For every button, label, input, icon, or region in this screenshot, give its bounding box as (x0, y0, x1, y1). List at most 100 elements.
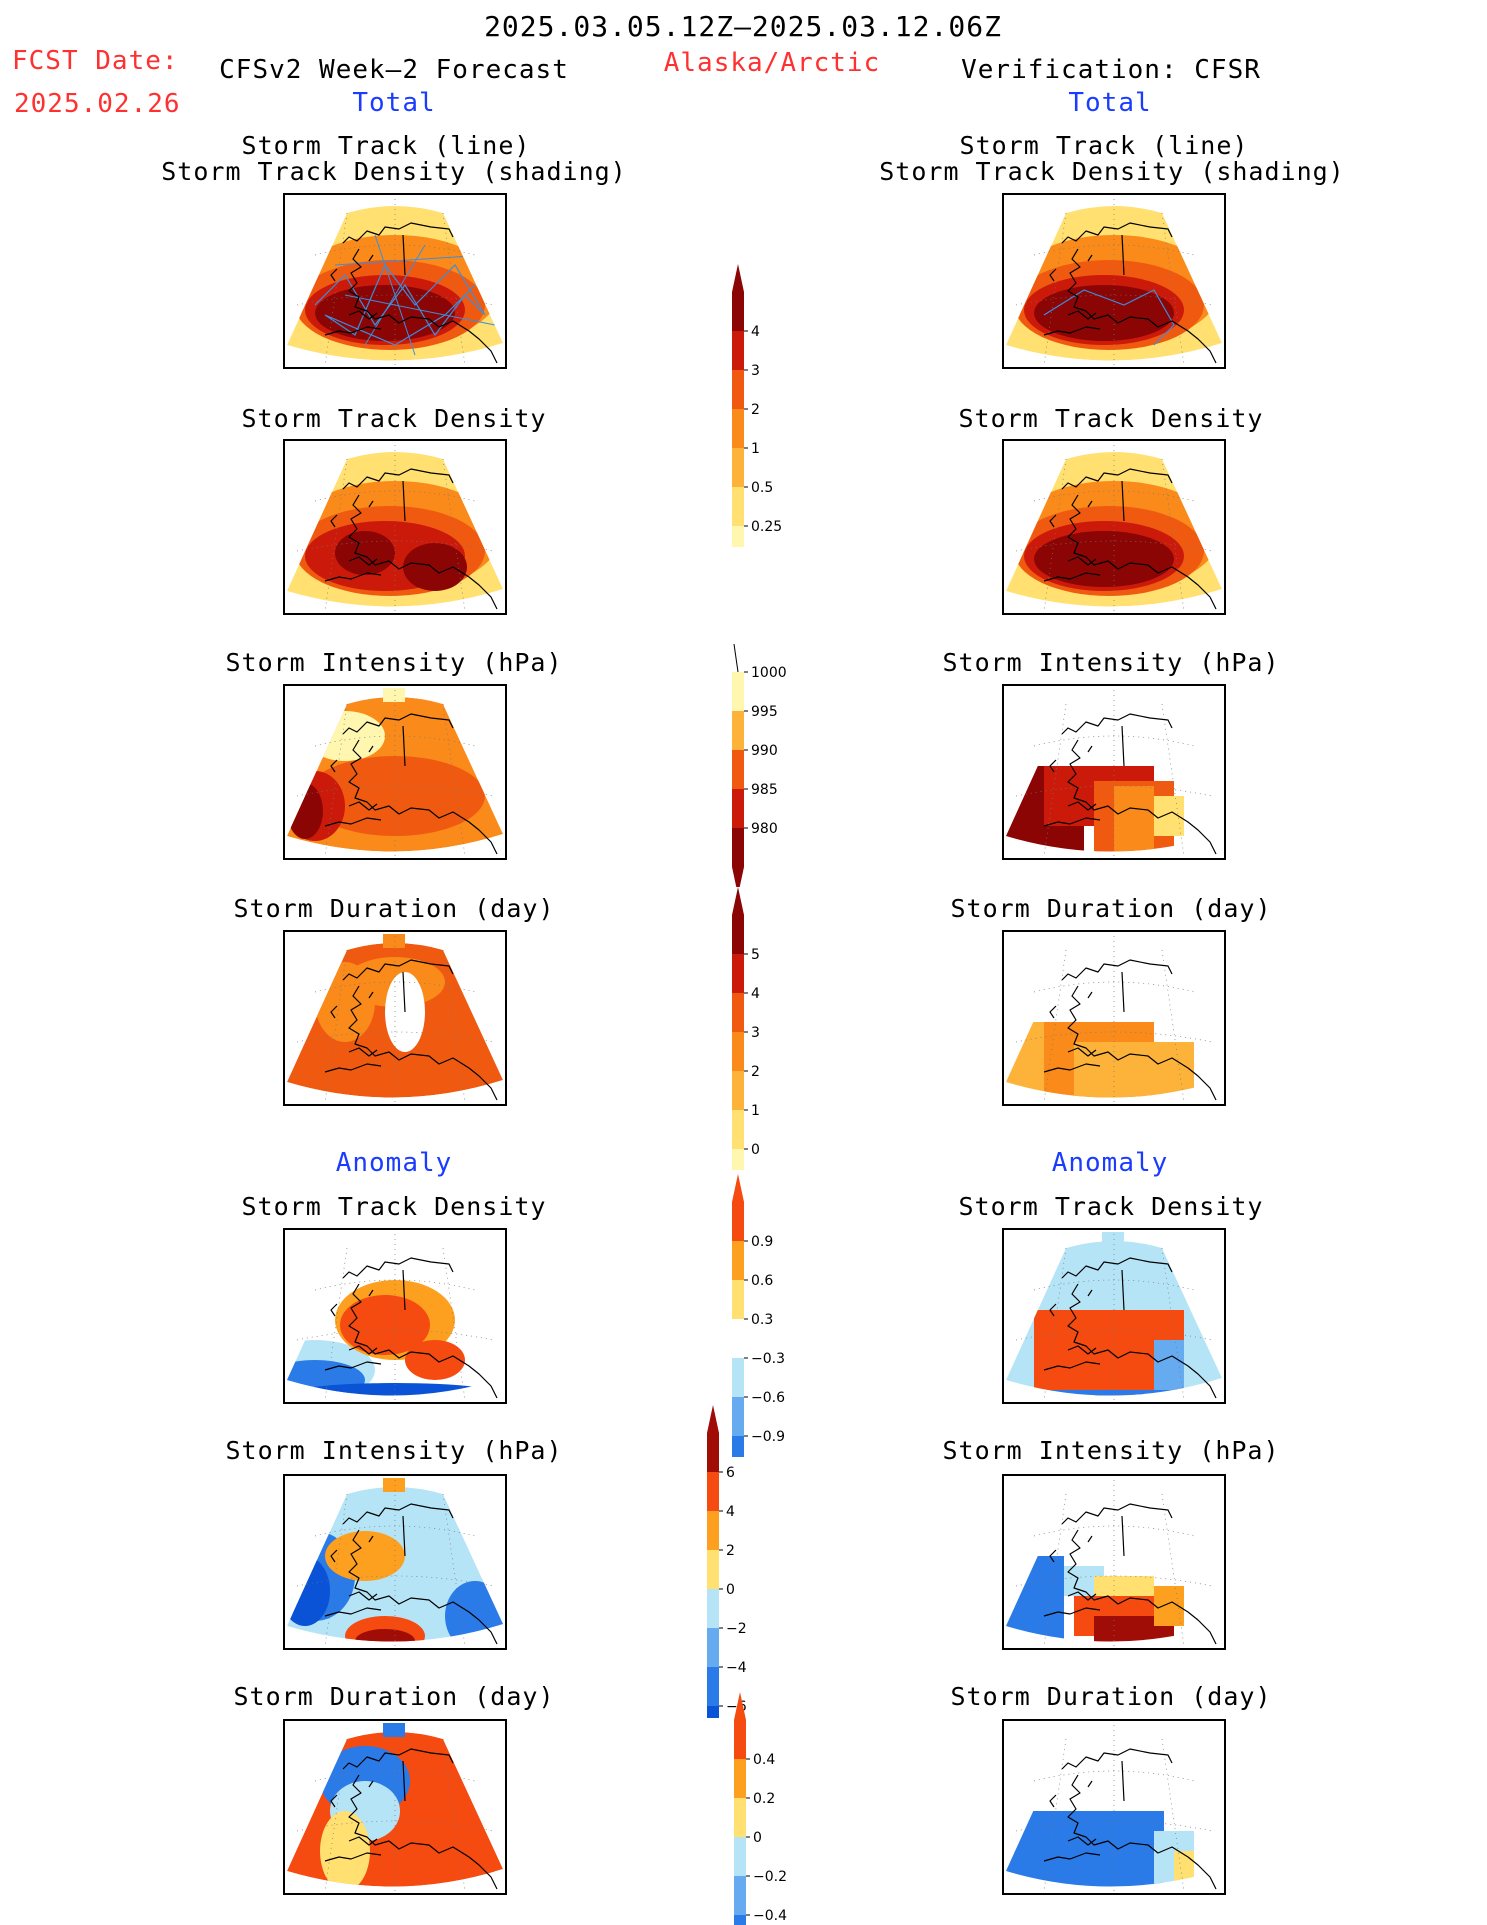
colorbar-intensity-arrow-bottom (732, 867, 744, 887)
colorbar-intensity: 1000 995 990 985 980 (732, 643, 787, 887)
colorbar-anom-duration-swatch (734, 1798, 746, 1837)
colorbar-anom-duration-swatch (734, 1720, 746, 1759)
colorbar-duration-swatch (732, 1071, 744, 1110)
region-label: Alaska/Arctic (663, 48, 881, 78)
map-verif-density-total (1002, 439, 1226, 615)
colorbar-anom-density-swatch (732, 1319, 744, 1358)
map-fcst-duration-total (283, 930, 507, 1106)
map-verif-duration-total (1002, 930, 1226, 1106)
title-intensity-left: Storm Intensity (hPa) (225, 648, 563, 677)
colorbar-anom-intensity-swatch (707, 1667, 719, 1706)
colorbar-duration: 5 4 3 2 1 0 (732, 887, 760, 1170)
map-verif-duration-anomaly (1002, 1719, 1226, 1895)
colorbar-anom-intensity-swatch (707, 1472, 719, 1511)
colorbar-intensity-tick-label: 1000 (751, 665, 787, 681)
colorbar-density-swatch (732, 370, 744, 409)
colorbar-anom-intensity-tick-label: 2 (726, 1543, 735, 1559)
colorbar-density-tick-label: 0.5 (751, 480, 773, 496)
colorbar-duration-swatch (732, 954, 744, 993)
colorbar-anom-density-swatch (732, 1202, 744, 1241)
colorbar-duration-tick-label: 0 (751, 1142, 760, 1158)
title-intensity-right: Storm Intensity (hPa) (942, 648, 1280, 677)
title-anom-density-left: Storm Track Density (241, 1192, 547, 1221)
title-anom-density-right: Storm Track Density (958, 1192, 1264, 1221)
colorbar-anom-density-tick-label: 0.3 (751, 1312, 773, 1328)
colorbar-intensity-swatch (732, 711, 744, 750)
colorbar-anom-intensity-swatch (707, 1706, 719, 1718)
map-fcst-density-total (283, 439, 507, 615)
colorbar-anom-density-swatch (732, 1436, 744, 1457)
colorbar-density-tick-label: 2 (751, 402, 760, 418)
map-fcst-intensity-total (283, 684, 507, 860)
colorbar-anom-intensity-tick-label: −4 (726, 1660, 747, 1676)
colorbar-anom-intensity-swatch (707, 1550, 719, 1589)
colorbar-anom-duration-swatch (734, 1915, 746, 1925)
colorbar-intensity-swatch (732, 672, 744, 711)
colorbar-intensity-swatch (732, 750, 744, 789)
colorbar-anom-duration-swatch (734, 1876, 746, 1915)
colorbar-density-swatch (732, 409, 744, 448)
fcst-date-value: 2025.02.26 (14, 89, 181, 119)
colorbar-anom-duration-tick-label: −0.2 (753, 1869, 787, 1885)
map-verif-intensity-total (1002, 684, 1226, 860)
title-duration-right: Storm Duration (day) (950, 894, 1272, 923)
colorbar-anom-density-arrow-top (732, 1174, 744, 1202)
title-density-left: Storm Track Density (241, 404, 547, 433)
colorbar-duration-tick-label: 3 (751, 1025, 760, 1041)
colorbar-density: 4 3 2 1 0.5 0.25 (732, 264, 782, 547)
anomaly-label-right: Anomaly (1051, 1148, 1169, 1178)
colorbar-anom-density-swatch (732, 1358, 744, 1397)
colorbar-intensity-swatch (732, 789, 744, 828)
colorbar-density-swatch (732, 448, 744, 487)
colorbar-anom-intensity-tick-label: −2 (726, 1621, 747, 1637)
title-track-line-left: Storm Track (line) (241, 131, 531, 160)
colorbar-duration-tick-label: 2 (751, 1064, 760, 1080)
anomaly-label-left: Anomaly (335, 1148, 453, 1178)
colorbar-duration-swatch (732, 993, 744, 1032)
colorbar-duration-swatch (732, 1149, 744, 1170)
colorbar-duration-tick-label: 5 (751, 947, 760, 963)
colorbar-intensity-tick-label: 990 (751, 743, 778, 759)
colorbar-anom-duration-swatch (734, 1837, 746, 1876)
colorbar-duration-swatch (732, 1032, 744, 1071)
map-fcst-intensity-anomaly (283, 1474, 507, 1650)
forecast-model-title: CFSv2 Week–2 Forecast (219, 55, 569, 85)
colorbar-density-swatch (732, 292, 744, 331)
colorbar-anom-intensity-swatch (707, 1589, 719, 1628)
colorbar-anom-duration-arrow-top (734, 1692, 746, 1720)
map-fcst-density-anomaly (283, 1228, 507, 1404)
colorbar-anom-density-swatch (732, 1241, 744, 1280)
colorbar-density-tick-label: 0.25 (751, 519, 782, 535)
colorbar-duration-arrow-top (732, 887, 744, 915)
colorbar-density-arrow-top (732, 264, 744, 292)
total-label-left: Total (352, 88, 436, 118)
colorbar-anom-density-tick-label: −0.3 (751, 1351, 785, 1367)
colorbar-density-swatch (732, 526, 744, 547)
colorbar-anom-duration-tick-label: 0.2 (753, 1791, 775, 1807)
colorbar-anom-intensity-swatch (707, 1628, 719, 1667)
colorbar-anom-duration: 0.4 0.2 0 −0.2 −0.4 (734, 1692, 787, 1925)
colorbar-anom-intensity-tick-label: 0 (726, 1582, 735, 1598)
title-anom-duration-left: Storm Duration (day) (233, 1682, 555, 1711)
colorbar-anom-density-swatch (732, 1397, 744, 1436)
title-anom-duration-right: Storm Duration (day) (950, 1682, 1272, 1711)
colorbar-intensity-swatch (732, 828, 744, 867)
map-fcst-track-total (283, 193, 507, 369)
colorbar-anom-duration-tick-label: −0.4 (753, 1908, 787, 1924)
colorbar-anom-intensity-tick-label: 6 (726, 1465, 735, 1481)
colorbar-duration-swatch (732, 915, 744, 954)
title-track-line-right: Storm Track (line) (959, 131, 1249, 160)
colorbar-anom-density-tick-label: −0.6 (751, 1390, 785, 1406)
colorbar-intensity-tick-label: 985 (751, 782, 778, 798)
colorbar-intensity-tick-label: 995 (751, 704, 778, 720)
map-verif-density-anomaly (1002, 1228, 1226, 1404)
colorbar-anom-density-tick-label: −0.9 (751, 1429, 785, 1445)
colorbar-anom-density-tick-label: 0.6 (751, 1273, 773, 1289)
map-verif-track-total (1002, 193, 1226, 369)
colorbar-anom-intensity-tick-label: 4 (726, 1504, 735, 1520)
colorbar-density-tick-label: 4 (751, 324, 760, 340)
colorbar-anom-density-swatch (732, 1280, 744, 1319)
map-fcst-duration-anomaly (283, 1719, 507, 1895)
fcst-date-label: FCST Date: (12, 46, 179, 76)
colorbar-duration-tick-label: 4 (751, 986, 760, 1002)
